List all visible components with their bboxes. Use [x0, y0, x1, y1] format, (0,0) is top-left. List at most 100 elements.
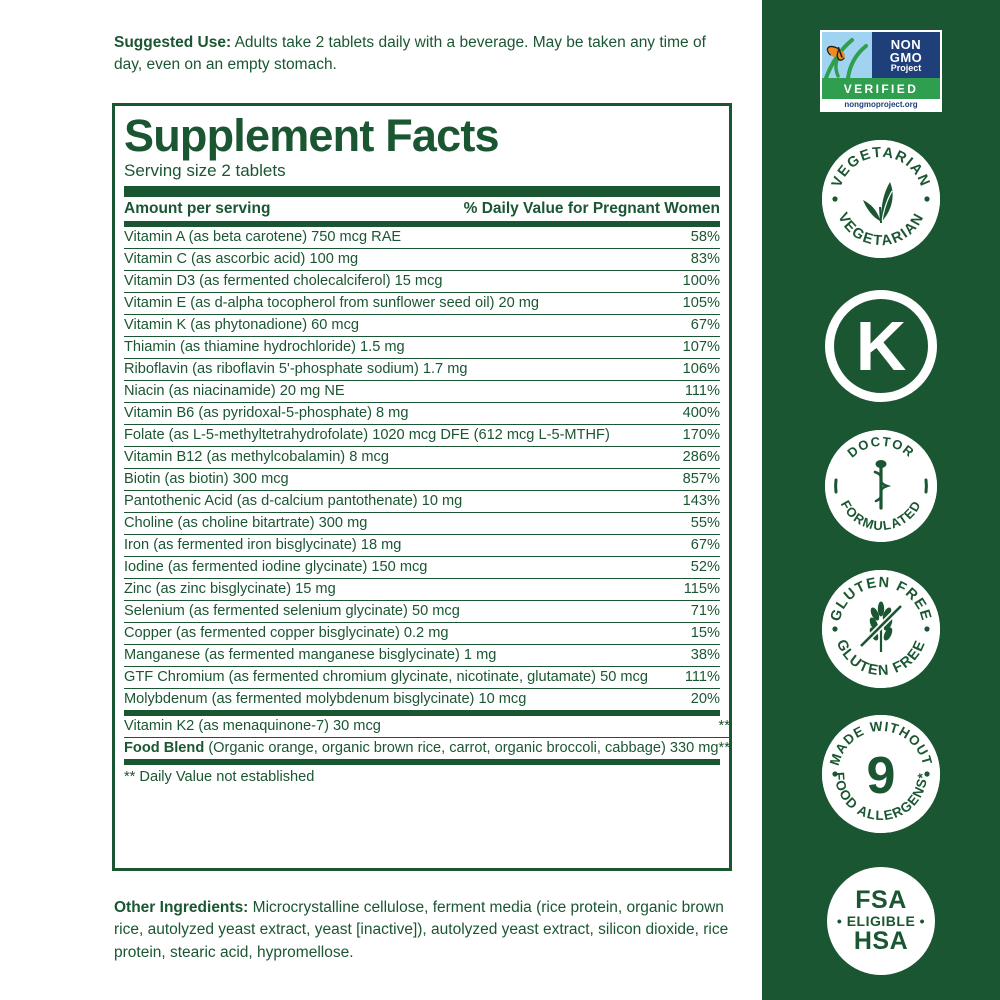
allergens-badge-art: MADE WITHOUT FOOD ALLERGENS* 9 [822, 715, 940, 833]
nutrient-name: Choline (as choline bitartrate) 300 mg [124, 511, 656, 535]
hsa-text: HSA [853, 927, 909, 956]
table-row: Vitamin A (as beta carotene) 750 mcg RAE… [124, 227, 720, 249]
table-row: Vitamin D3 (as fermented cholecalciferol… [124, 269, 720, 293]
table-row: Copper (as fermented copper bisglycinate… [124, 621, 720, 645]
non-gmo-wordmark: NON GMO Project [872, 32, 940, 78]
table-row: Thiamin (as thiamine hydrochloride) 1.5 … [124, 335, 720, 359]
gluten-free-badge: GLUTEN FREE GLUTEN FREE [822, 570, 940, 688]
nutrient-daily-value: 106% [656, 357, 720, 381]
kosher-k-badge: K [825, 290, 937, 402]
nutrient-name: Vitamin D3 (as fermented cholecalciferol… [124, 269, 656, 293]
nutrient-name: Iron (as fermented iron bisglycinate) 18… [124, 533, 656, 557]
fsa-hsa-eligible-badge: FSA • ELIGIBLE • HSA [827, 867, 935, 975]
non-gmo-verified-text: VERIFIED [822, 78, 940, 99]
table-row: Vitamin K (as phytonadione) 60 mcg 67% [124, 313, 720, 337]
other-ingredients-block: Other Ingredients: Microcrystalline cell… [114, 897, 739, 964]
nutrient-daily-value: 111% [656, 665, 720, 689]
nutrient-daily-value: 115% [656, 577, 720, 601]
nutrient-daily-value: 67% [656, 533, 720, 557]
table-row: Vitamin C (as ascorbic acid) 100 mg 83% [124, 247, 720, 271]
table-row: Food Blend (Organic orange, organic brow… [124, 736, 730, 759]
nutrient-daily-value: 83% [656, 247, 720, 271]
nutrient-name: Pantothenic Acid (as d-calcium pantothen… [124, 489, 656, 513]
non-gmo-url-text: nongmoproject.org [822, 99, 940, 110]
kosher-k-letter: K [855, 307, 907, 385]
nutrient-name: Riboflavin (as riboflavin 5'-phosphate s… [124, 357, 656, 381]
nutrient-name: GTF Chromium (as fermented chromium glyc… [124, 665, 656, 689]
nutrient-daily-value: 111% [656, 379, 720, 403]
nutrient-table: Vitamin A (as beta carotene) 750 mcg RAE… [124, 227, 720, 710]
table-row: Manganese (as fermented manganese bisgly… [124, 643, 720, 667]
table-row: Biotin (as biotin) 300 mcg 857% [124, 467, 720, 491]
nutrient-name: Molybdenum (as fermented molybdenum bisg… [124, 687, 656, 710]
nutrient-daily-value: 107% [656, 335, 720, 359]
table-row: Choline (as choline bitartrate) 300 mg 55… [124, 511, 720, 535]
nutrient-name: Vitamin K2 (as menaquinone-7) 30 mcg [124, 718, 381, 735]
nutrient-daily-value: 67% [656, 313, 720, 337]
non-gmo-project-verified-badge: NON GMO Project VERIFIED nongmoproject.o… [820, 30, 942, 112]
nutrient-daily-value: 38% [656, 643, 720, 667]
nutrient-name: Manganese (as fermented manganese bisgly… [124, 643, 656, 667]
nutrient-daily-value: 71% [656, 599, 720, 623]
certification-badge-panel: NON GMO Project VERIFIED nongmoproject.o… [762, 0, 1000, 1000]
nutrient-name: Vitamin A (as beta carotene) 750 mcg RAE [124, 229, 402, 246]
nutrient-name: Copper (as fermented copper bisglycinate… [124, 621, 656, 645]
non-gmo-non-text: NON [890, 36, 922, 52]
non-gmo-project-text: Project [890, 62, 922, 73]
nutrient-name: Selenium (as fermented selenium glycinat… [124, 599, 656, 623]
divider-medium-bottom [124, 758, 720, 765]
serving-size: Serving size 2 tablets [124, 160, 286, 180]
nutrient-daily-value: 105% [656, 291, 720, 315]
table-row: Vitamin B6 (as pyridoxal-5-phosphate) 8 … [124, 401, 720, 425]
nutrient-name: Folate (as L-5-methyltetrahydrofolate) 1… [124, 423, 656, 447]
vegetarian-badge-art: VEGETARIAN VEGETARIAN [822, 140, 940, 258]
other-ingredients-text: Microcrystalline cellulose, ferment medi… [114, 899, 729, 961]
nutrient-name: Thiamin (as thiamine hydrochloride) 1.5 … [124, 335, 656, 359]
table-row: GTF Chromium (as fermented chromium glyc… [124, 665, 720, 689]
nutrient-name: Niacin (as niacinamide) 20 mg NE [124, 379, 656, 403]
table-row: Iodine (as fermented iodine glycinate) 1… [124, 555, 720, 579]
column-header-daily-value: % Daily Value for Pregnant Women [463, 199, 720, 217]
wheat-stalk-icon [858, 601, 904, 652]
nutrient-daily-value: 55% [656, 511, 720, 535]
table-row: Vitamin E (as d-alpha tocopherol from su… [124, 291, 720, 315]
nutrient-name: Vitamin B6 (as pyridoxal-5-phosphate) 8 … [124, 401, 656, 425]
nutrient-daily-value: 20% [656, 687, 720, 710]
made-without-allergens-badge: MADE WITHOUT FOOD ALLERGENS* 9 [822, 715, 940, 833]
nutrient-name: Vitamin K (as phytonadione) 60 mcg [124, 313, 656, 337]
table-row: Folate (as L-5-methyltetrahydrofolate) 1… [124, 423, 720, 447]
table-row: Vitamin B12 (as methylcobalamin) 8 mcg 28… [124, 445, 720, 469]
non-gmo-gmo-text: GMO [889, 49, 923, 65]
table-column-headers: Amount per serving % Daily Value for Pre… [124, 197, 720, 221]
nutrient-name: Vitamin E (as d-alpha tocopherol from su… [124, 291, 656, 315]
nutrient-name: Food Blend (Organic orange, organic brow… [124, 736, 719, 759]
nutrient-name: Zinc (as zinc bisglycinate) 15 mg [124, 577, 656, 601]
nutrient-daily-value: 52% [656, 555, 720, 579]
nutrient-daily-value: 58% [690, 229, 720, 246]
gluten-free-badge-art: GLUTEN FREE GLUTEN FREE [822, 570, 940, 688]
suggested-use-block: Suggested Use: Adults take 2 tablets dai… [114, 32, 734, 76]
supplement-label-area: Suggested Use: Adults take 2 tablets dai… [112, 32, 739, 964]
nutrient-daily-value: 100% [656, 269, 720, 293]
table-row: Molybdenum (as fermented molybdenum bisg… [124, 687, 720, 710]
non-gmo-upper: NON GMO Project [822, 32, 940, 78]
table-row: Selenium (as fermented selenium glycinat… [124, 599, 720, 623]
vegetarian-badge: VEGETARIAN VEGETARIAN [822, 140, 940, 258]
nutrient-table-no-dv: Vitamin K2 (as menaquinone-7) 30 mcg ** Fo… [124, 716, 730, 759]
suggested-use-text: Adults take 2 tablets daily with a bever… [114, 34, 706, 73]
daily-value-footnote: ** Daily Value not established [124, 768, 315, 785]
butterfly-icon [822, 32, 872, 78]
nutrient-daily-value: ** [718, 718, 730, 735]
divider-medium-middle [124, 709, 720, 716]
nutrient-name: Iodine (as fermented iodine glycinate) 1… [124, 555, 656, 579]
eligible-text: • ELIGIBLE • [836, 912, 926, 929]
other-ingredients-label: Other Ingredients: [114, 899, 249, 916]
nutrient-daily-value: 286% [656, 445, 720, 469]
table-row: Vitamin K2 (as menaquinone-7) 30 mcg ** [124, 716, 730, 738]
nutrient-daily-value: ** [718, 736, 730, 759]
column-header-amount: Amount per serving [124, 199, 271, 217]
nutrient-name: Vitamin B12 (as methylcobalamin) 8 mcg [124, 445, 656, 469]
divider-thick-top [124, 185, 720, 197]
suggested-use-label: Suggested Use: [114, 34, 232, 51]
butterfly-grass-art [822, 32, 872, 78]
